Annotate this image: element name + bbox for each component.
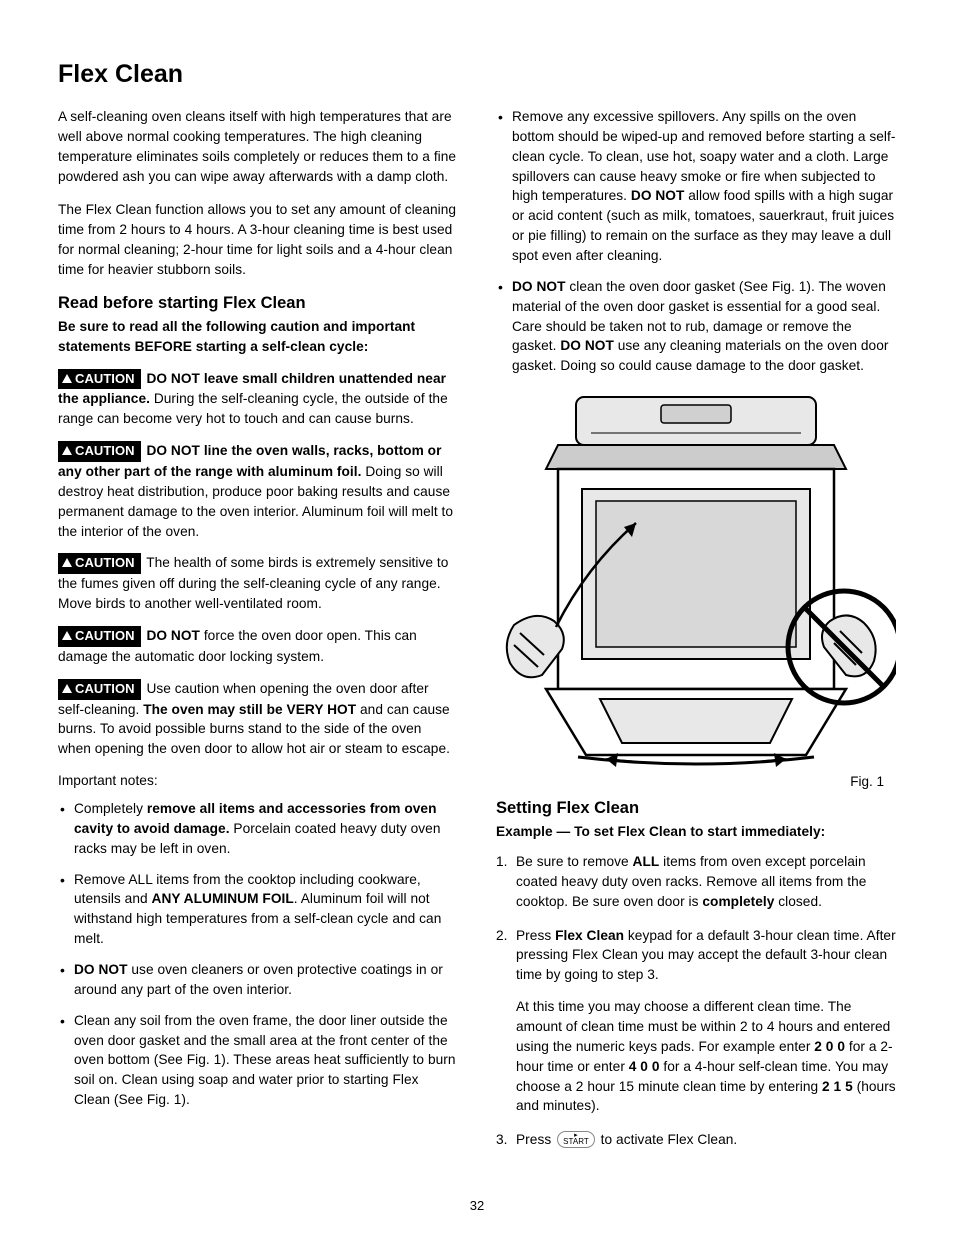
start-label: START — [563, 1137, 589, 1146]
caution-badge: CAUTION — [58, 679, 141, 700]
s2x-b2: 4 0 0 — [629, 1059, 660, 1074]
s3-pre: Press — [516, 1132, 555, 1147]
note-1: Completely remove all items and accessor… — [58, 799, 458, 859]
oven-illustration — [496, 387, 896, 767]
rb2-bold1: DO NOT — [512, 279, 566, 294]
note-3: DO NOT use oven cleaners or oven protect… — [58, 960, 458, 1000]
s1-pre: Be sure to remove — [516, 854, 633, 869]
s2x-b1: 2 0 0 — [814, 1039, 845, 1054]
note-3-bold: DO NOT — [74, 962, 128, 977]
caution-4: CAUTION DO NOT force the oven door open.… — [58, 626, 458, 667]
caution-5-bold: The oven may still be VERY HOT — [143, 702, 356, 717]
s1-b1: ALL — [633, 854, 660, 869]
caution-badge: CAUTION — [58, 553, 141, 574]
caution-label: CAUTION — [75, 628, 135, 643]
warning-triangle-icon — [62, 374, 72, 383]
caution-label: CAUTION — [75, 555, 135, 570]
important-notes-head: Important notes: — [58, 771, 458, 791]
warning-triangle-icon — [62, 558, 72, 567]
caution-badge: CAUTION — [58, 626, 141, 647]
intro-para-1: A self-cleaning oven cleans itself with … — [58, 107, 458, 186]
start-button-icon: ▸START — [557, 1131, 595, 1148]
caution-label: CAUTION — [75, 681, 135, 696]
s2-pre: Press — [516, 928, 555, 943]
step-2-extra: At this time you may choose a different … — [516, 997, 896, 1116]
warning-triangle-icon — [62, 631, 72, 640]
s3-post: to activate Flex Clean. — [597, 1132, 737, 1147]
figure-caption: Fig. 1 — [496, 774, 896, 789]
s1-b2: completely — [702, 894, 774, 909]
caution-label: CAUTION — [75, 443, 135, 458]
step-1: Be sure to remove ALL items from oven ex… — [496, 852, 896, 912]
caution-5: CAUTION Use caution when opening the ove… — [58, 679, 458, 759]
caution-2: CAUTION DO NOT line the oven walls, rack… — [58, 441, 458, 541]
example-head: Example — To set Flex Clean to start imm… — [496, 822, 896, 842]
right-bullets: Remove any excessive spillovers. Any spi… — [496, 107, 896, 376]
notes-list: Completely remove all items and accessor… — [58, 799, 458, 1110]
left-column: A self-cleaning oven cleans itself with … — [58, 107, 458, 1164]
figure-1 — [496, 387, 896, 772]
rb2-bold2: DO NOT — [560, 338, 614, 353]
note-3-post: use oven cleaners or oven protective coa… — [74, 962, 443, 997]
warning-triangle-icon — [62, 446, 72, 455]
right-bullet-2: DO NOT clean the oven door gasket (See F… — [496, 277, 896, 376]
page-title: Flex Clean — [58, 60, 896, 89]
caution-badge: CAUTION — [58, 441, 141, 462]
s2x-b3: 2 1 5 — [822, 1079, 853, 1094]
note-2: Remove ALL items from the cooktop includ… — [58, 870, 458, 949]
right-column: Remove any excessive spillovers. Any spi… — [496, 107, 896, 1164]
content-columns: A self-cleaning oven cleans itself with … — [58, 107, 896, 1164]
subhead-read-before: Read before starting Flex Clean — [58, 294, 458, 313]
note-1-pre: Completely — [74, 801, 147, 816]
note-2-bold: ANY ALUMINUM FOIL — [152, 891, 294, 906]
s2-b1: Flex Clean — [555, 928, 624, 943]
s1-post: closed. — [774, 894, 822, 909]
caution-label: CAUTION — [75, 371, 135, 386]
caution-1: CAUTION DO NOT leave small children unat… — [58, 369, 458, 430]
warning-triangle-icon — [62, 684, 72, 693]
step-2: Press Flex Clean keypad for a default 3-… — [496, 926, 896, 1117]
caution-4-bold: DO NOT — [146, 628, 200, 643]
intro-para-2: The Flex Clean function allows you to se… — [58, 200, 458, 279]
intro-bold: Be sure to read all the following cautio… — [58, 317, 458, 357]
step-3: Press ▸START to activate Flex Clean. — [496, 1130, 896, 1150]
steps-list: Be sure to remove ALL items from oven ex… — [496, 852, 896, 1150]
right-bullet-1: Remove any excessive spillovers. Any spi… — [496, 107, 896, 266]
rb1-bold: DO NOT — [631, 188, 685, 203]
note-4: Clean any soil from the oven frame, the … — [58, 1011, 458, 1110]
page-number: 32 — [0, 1198, 954, 1213]
subhead-setting: Setting Flex Clean — [496, 799, 896, 818]
caution-badge: CAUTION — [58, 369, 141, 390]
caution-3: CAUTION The health of some birds is extr… — [58, 553, 458, 614]
